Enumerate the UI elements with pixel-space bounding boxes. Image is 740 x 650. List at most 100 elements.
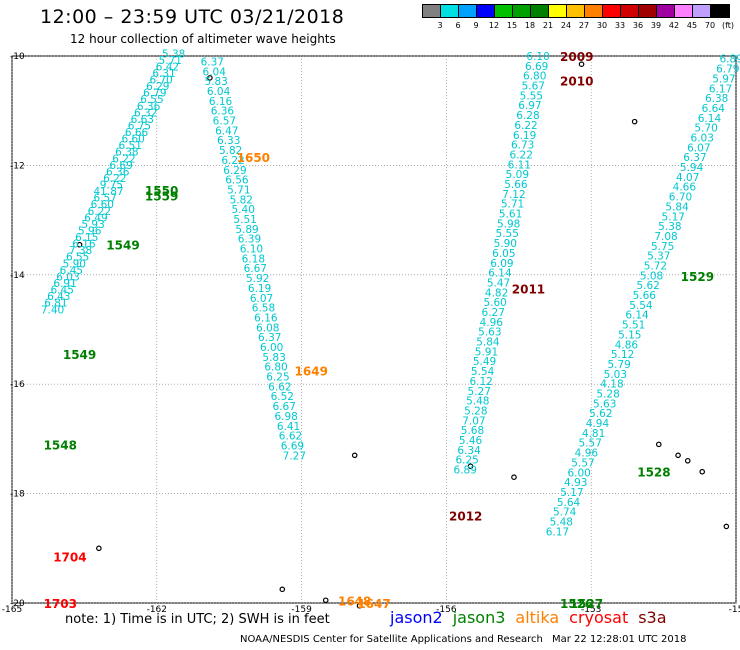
swh-point-label: 6.69 [281, 440, 304, 452]
swh-point-label: 5.90 [63, 258, 86, 270]
swh-point-label: 6.91 [53, 278, 76, 290]
x-tick-label: -162 [147, 605, 167, 615]
swh-point-label: 5.57 [579, 438, 602, 450]
island-outline [96, 545, 102, 552]
legend-label: 42 [668, 21, 680, 30]
x-tick-label: -156 [436, 605, 457, 615]
swh-point-label: 6.16 [254, 312, 278, 324]
swh-point-label: 5.68 [461, 425, 484, 437]
swh-point-label: 5.38 [658, 221, 681, 233]
swh-point-label: 6.07 [687, 142, 710, 154]
swh-point-label: 6.27 [482, 307, 505, 319]
swh-point-label: 6.22 [112, 153, 135, 165]
swh-point-label: 6.25 [455, 455, 478, 467]
time-annotation: 1550 [145, 184, 178, 198]
swh-point-label: 6.80 [264, 362, 287, 374]
swh-point-label: 4.86 [615, 339, 639, 351]
legend-label: 27 [578, 21, 590, 30]
island-outline [655, 441, 662, 448]
x-tick-label: -153 [581, 605, 601, 615]
swh-point-label: 6.22 [514, 120, 537, 132]
swh-point-label: 5.17 [662, 211, 685, 223]
island-outline [684, 457, 691, 464]
swh-point-label: 6.07 [250, 293, 273, 305]
swh-point-label: 5.38 [162, 48, 185, 60]
time-annotation: 2012 [449, 509, 482, 523]
legend-swatch [710, 4, 730, 18]
legend-label: 39 [650, 21, 662, 30]
swh-point-label: 6.58 [252, 303, 275, 315]
time-annotation: 2011 [512, 282, 545, 296]
swh-point-label: 5.71 [501, 199, 524, 211]
swh-point-label: 5.47 [487, 277, 510, 289]
swh-point-label: 4.93 [564, 477, 587, 489]
swh-point-label: 6.09 [490, 258, 513, 270]
swh-point-label: 6.38 [115, 147, 138, 159]
island-outline [279, 586, 286, 593]
legend-label: 24 [560, 21, 572, 30]
footnote: note: 1) Time is in UTC; 2) SWH is in fe… [65, 612, 330, 627]
swh-point-label: 6.55 [140, 94, 163, 106]
time-annotation: 1649 [295, 365, 328, 379]
chart-title: 12:00 – 23:59 UTC 03/21/2018 [40, 6, 345, 28]
swh-point-label: 6.25 [266, 372, 289, 384]
swh-point-label: 6.16 [209, 96, 233, 108]
swh-point-label: 6.60 [121, 134, 144, 146]
swh-point-label: 5.94 [680, 162, 704, 174]
time-annotation: 2010 [560, 75, 593, 89]
swh-point-label: 6.39 [238, 234, 261, 246]
swh-point-label: 5.62 [589, 408, 612, 420]
swh-point-label: 6.89 [454, 465, 477, 477]
credit-line: NOAA/NESDIS Center for Satellite Applica… [240, 634, 543, 645]
swh-point-label: 6.55 [66, 252, 89, 264]
swh-point-label: 6.32 [134, 107, 157, 119]
swh-point-label: 5.62 [636, 280, 659, 292]
legend-label: 21 [542, 21, 554, 30]
swh-point-label: 5.55 [496, 228, 519, 240]
swh-point-label: 7.08 [654, 231, 677, 243]
swh-point-label: 6.75 [128, 120, 151, 132]
swh-point-label: 6.10 [526, 51, 549, 63]
island-outline [322, 597, 329, 604]
swh-point-label: 6.70 [149, 75, 172, 87]
swh-point-label: 6.19 [513, 130, 536, 142]
swh-point-label: 5.28 [464, 405, 487, 417]
swh-point-label: 6.56 [225, 175, 249, 187]
island-outline [207, 75, 213, 81]
swh-point-label: 7.40 [41, 304, 64, 316]
swh-point-label: 5.98 [497, 218, 520, 230]
x-tick-label: -15 [729, 605, 740, 615]
swh-point-label: 6.03 [691, 133, 714, 145]
swh-point-label: 6.31 [152, 68, 175, 80]
swh-point-label: 6.52 [271, 391, 294, 403]
swh-point-label: 6.79 [143, 88, 166, 100]
satellite-key: jason2 jason3 altika cryosat s3a [390, 608, 677, 627]
legend-label: 3 [437, 21, 443, 30]
swh-point-label: 6.79 [716, 64, 739, 76]
swh-point-label: 6.22 [88, 206, 111, 218]
swh-point-label: 6.36 [137, 101, 161, 113]
time-annotation: 1548 [44, 438, 77, 452]
swh-point-label: 5.91 [475, 346, 498, 358]
legend-label: 12 [488, 21, 500, 30]
swh-point-label: 5.83 [204, 76, 227, 88]
swh-point-label: 6.08 [256, 322, 279, 334]
swh-point-label: 5.93 [81, 219, 104, 231]
legend-label: (ft) [721, 21, 735, 30]
time-annotation: 1549 [63, 348, 96, 362]
swh-point-label: 6.97 [518, 100, 541, 112]
swh-point-label: 6.28 [516, 110, 539, 122]
swh-point-label: 6.14 [625, 310, 649, 322]
swh-point-label: 5.84 [476, 337, 500, 349]
island-outline [699, 468, 706, 475]
swh-point-label: 5.66 [633, 290, 657, 302]
swh-point-label: 6.19 [248, 283, 271, 295]
swh-point-label: 6.16 [72, 239, 96, 251]
swh-point-label: 6.38 [705, 93, 728, 105]
time-annotation: 1647 [357, 597, 390, 611]
swh-point-label: 6.45 [51, 285, 74, 297]
legend-label: 45 [686, 21, 698, 30]
swh-point-label: 6.80 [523, 71, 546, 83]
swh-point-label: 6.89 [719, 54, 740, 66]
time-annotation: 1527 [570, 597, 603, 611]
